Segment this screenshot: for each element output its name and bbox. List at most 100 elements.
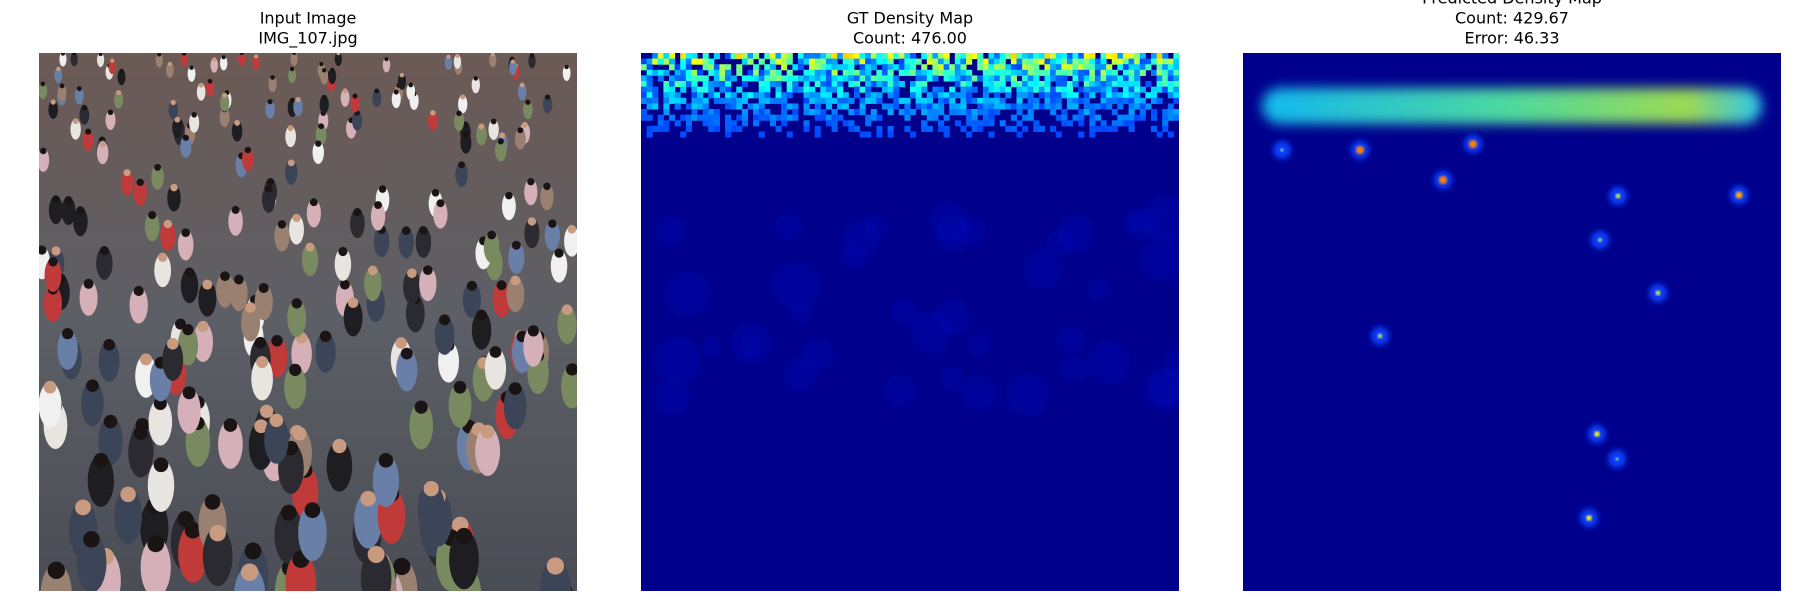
density-cell — [702, 97, 709, 104]
person-body — [328, 68, 337, 85]
person-head — [490, 118, 497, 125]
density-cell — [685, 64, 692, 71]
density-cell — [820, 69, 827, 76]
density-cell — [949, 86, 956, 93]
density-cell — [1139, 97, 1146, 104]
density-cell — [893, 53, 900, 60]
density-cell — [820, 53, 827, 60]
person-body — [409, 401, 434, 450]
person-body — [228, 206, 243, 236]
person-body — [561, 364, 577, 409]
person-body — [370, 201, 386, 231]
density-cell — [999, 75, 1006, 82]
person-head — [207, 78, 213, 84]
density-cell — [775, 97, 782, 104]
density-cell — [769, 75, 776, 82]
density-blob-core — [1615, 457, 1619, 461]
density-cell — [1066, 120, 1074, 127]
density-cell — [809, 69, 816, 76]
density-cell — [1072, 114, 1079, 121]
person-body — [251, 357, 273, 401]
person-body — [48, 99, 58, 119]
density-cell — [747, 69, 754, 76]
density-cell — [685, 114, 692, 121]
person-head — [258, 282, 269, 294]
density-cell — [1010, 58, 1017, 65]
density-cell — [938, 69, 945, 76]
density-cell — [680, 64, 687, 71]
density-cell — [702, 64, 709, 71]
density-cell — [831, 97, 838, 104]
person-head — [267, 98, 273, 105]
person-body — [492, 281, 511, 318]
density-cell — [1100, 103, 1107, 110]
density-cell — [758, 86, 765, 93]
density-cell — [943, 114, 950, 121]
density-cell — [1033, 53, 1040, 60]
person-head — [75, 499, 91, 516]
density-cell — [881, 103, 889, 110]
density-cell — [719, 81, 726, 88]
density-cell — [786, 103, 793, 110]
person-head — [527, 325, 539, 337]
density-cell — [898, 81, 905, 88]
density-cell — [938, 86, 945, 93]
density-cell — [725, 64, 732, 71]
panel-title: Error: 46.33 — [1465, 29, 1560, 48]
person-head — [352, 93, 358, 99]
density-cell — [657, 58, 664, 65]
density-cell — [881, 81, 889, 88]
person-head — [184, 522, 202, 539]
density-cell — [960, 69, 967, 76]
density-cell — [910, 92, 917, 99]
person-head — [59, 83, 65, 89]
person-body — [177, 387, 201, 434]
density-cell — [954, 53, 961, 60]
density-cell — [859, 86, 866, 93]
person-body — [178, 523, 208, 583]
density-cell — [921, 125, 928, 132]
density-haze — [740, 335, 762, 357]
person-head — [332, 438, 347, 454]
density-cell — [1055, 97, 1062, 104]
person-body — [39, 82, 48, 100]
person-body — [155, 53, 163, 68]
density-cell — [893, 75, 900, 82]
density-cell — [994, 103, 1001, 110]
person-body — [350, 94, 360, 113]
density-cell — [887, 86, 894, 93]
density-cell — [1117, 114, 1124, 121]
density-cell — [809, 109, 816, 116]
density-cell — [1083, 81, 1090, 88]
density-haze — [653, 336, 702, 385]
density-cell — [837, 81, 844, 88]
density-cell — [915, 92, 922, 99]
person-head — [40, 147, 47, 155]
person-body — [488, 119, 499, 140]
density-cell — [910, 86, 917, 93]
density-cell — [982, 64, 989, 71]
density-haze — [934, 298, 971, 335]
density-cell — [1111, 69, 1118, 76]
density-cell — [1027, 75, 1034, 82]
person-body — [315, 123, 327, 146]
person-head — [76, 206, 85, 215]
density-cell — [1150, 97, 1158, 104]
density-cell — [1150, 53, 1158, 60]
density-cell — [764, 114, 771, 121]
density-cell — [657, 75, 664, 82]
density-cell — [1089, 131, 1096, 138]
person-head — [287, 159, 295, 167]
density-cell — [921, 97, 928, 104]
density-cell — [814, 53, 821, 60]
density-cell — [730, 103, 737, 110]
density-cell — [1162, 114, 1169, 121]
density-cell — [725, 103, 732, 110]
person-head — [123, 169, 131, 177]
density-cell — [786, 53, 793, 60]
density-cell — [1033, 81, 1040, 88]
person-head — [83, 278, 94, 289]
density-cell — [876, 125, 883, 132]
density-cell — [736, 125, 743, 132]
person-head — [291, 298, 302, 309]
